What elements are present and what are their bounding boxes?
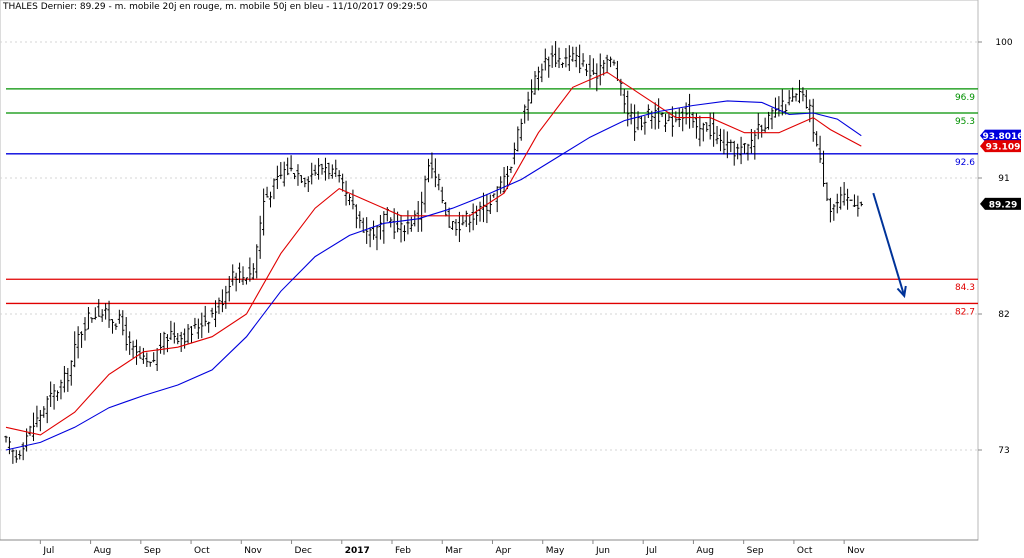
x-tick-label: Dec — [295, 546, 312, 556]
ma20-tag-box — [985, 140, 1021, 153]
level-label: 84.3 — [955, 283, 975, 293]
ohlc-bars — [4, 41, 863, 464]
y-tick-label: 91 — [998, 174, 1009, 184]
moving-average-line — [5, 71, 862, 436]
x-tick-label: Jul — [42, 546, 54, 556]
ma50-tag-pointer — [980, 129, 985, 142]
x-tick-label: Jun — [595, 546, 610, 556]
grid-lines — [0, 41, 978, 451]
forecast-arrow-group — [872, 192, 907, 299]
x-tick-label: Oct — [797, 546, 813, 556]
x-tick-label: Sep — [747, 546, 764, 556]
forecast-arrow-head — [896, 285, 907, 299]
chart-title: THALES Dernier: 89.29 - m. mobile 20j en… — [2, 2, 428, 12]
last-price-tag-pointer — [980, 197, 985, 210]
x-tick-label: Feb — [395, 546, 411, 556]
level-label: 82.7 — [955, 307, 975, 317]
y-tick-label: 73 — [998, 446, 1009, 456]
x-tick-label: Aug — [94, 546, 112, 556]
ma50-tag-label: 93.8016 — [983, 132, 1024, 142]
support-resistance-levels: 96.9 95.3 92.6 84.3 82.7 — [6, 88, 978, 317]
x-tick-label: Aug — [696, 546, 714, 556]
ma50-tag-box — [985, 129, 1021, 142]
level-label: 95.3 — [955, 117, 975, 127]
level-label: 92.6 — [955, 158, 975, 168]
x-tick-label: 2017 — [345, 546, 370, 556]
plot-border — [0, 0, 979, 541]
y-tick-label: 82 — [998, 310, 1009, 320]
moving-average-line — [5, 100, 862, 451]
plot-border-group — [0, 0, 979, 541]
ma20-tag-label: 93.109 — [986, 143, 1021, 153]
x-tick-label: May — [546, 546, 565, 556]
level-label: 96.9 — [955, 93, 975, 103]
x-axis: Jul Aug Sep Oct Nov Dec 2017 Feb Mar Apr May Jun Jul… — [0, 539, 978, 556]
x-tick-label: Mar — [445, 546, 462, 556]
forecast-arrow-shaft — [872, 192, 906, 297]
x-tick-label: Jul — [645, 546, 657, 556]
x-tick-label: Apr — [495, 546, 511, 556]
x-tick-label: Nov — [847, 546, 865, 556]
last-price-tag-box — [985, 197, 1021, 210]
y-tick-label: 100 — [995, 38, 1012, 48]
x-tick-label: Sep — [144, 546, 161, 556]
moving-averages — [5, 71, 862, 451]
ma20-tag-pointer — [980, 140, 985, 153]
x-tick-label: Oct — [194, 546, 210, 556]
last-price-tag-label: 89.29 — [989, 200, 1017, 210]
x-tick-label: Nov — [244, 546, 262, 556]
